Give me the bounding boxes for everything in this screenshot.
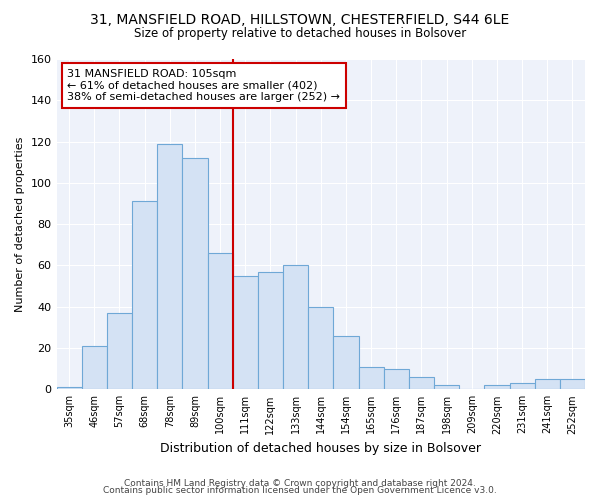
Bar <box>233 276 258 390</box>
Bar <box>484 385 509 390</box>
X-axis label: Distribution of detached houses by size in Bolsover: Distribution of detached houses by size … <box>160 442 481 455</box>
Bar <box>182 158 208 390</box>
Bar <box>107 313 132 390</box>
Bar <box>82 346 107 390</box>
Text: Contains HM Land Registry data © Crown copyright and database right 2024.: Contains HM Land Registry data © Crown c… <box>124 478 476 488</box>
Bar <box>434 385 459 390</box>
Bar <box>283 266 308 390</box>
Text: 31, MANSFIELD ROAD, HILLSTOWN, CHESTERFIELD, S44 6LE: 31, MANSFIELD ROAD, HILLSTOWN, CHESTERFI… <box>91 12 509 26</box>
Bar <box>359 366 383 390</box>
Bar <box>208 253 233 390</box>
Bar <box>409 377 434 390</box>
Bar <box>157 144 182 390</box>
Bar <box>132 202 157 390</box>
Bar <box>56 387 82 390</box>
Bar <box>308 306 334 390</box>
Bar <box>535 379 560 390</box>
Text: Size of property relative to detached houses in Bolsover: Size of property relative to detached ho… <box>134 28 466 40</box>
Y-axis label: Number of detached properties: Number of detached properties <box>15 136 25 312</box>
Text: 31 MANSFIELD ROAD: 105sqm
← 61% of detached houses are smaller (402)
38% of semi: 31 MANSFIELD ROAD: 105sqm ← 61% of detac… <box>67 69 340 102</box>
Text: Contains public sector information licensed under the Open Government Licence v3: Contains public sector information licen… <box>103 486 497 495</box>
Bar <box>334 336 359 390</box>
Bar <box>509 383 535 390</box>
Bar <box>258 272 283 390</box>
Bar <box>383 368 409 390</box>
Bar <box>560 379 585 390</box>
